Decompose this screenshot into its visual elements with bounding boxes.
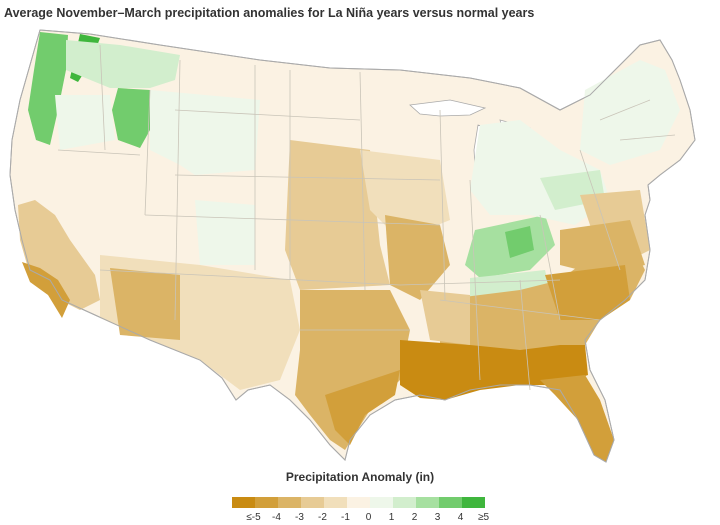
legend-label: -3 [295,512,304,523]
legend-label: 4 [457,512,464,523]
arizona-dry [110,268,180,340]
ozarks-dry [385,215,450,300]
ky-core-wet [505,226,534,258]
legend-label: 3 [434,512,441,523]
legend-swatch [439,497,462,508]
or-inland [55,95,115,150]
coastline [9,29,696,463]
midwest-mild-dry [360,150,450,240]
socal-very-dry [22,262,70,318]
legend-title: Precipitation Anomaly (in) [285,470,435,484]
n-rockies-light [150,90,260,175]
texas-coast-very-dry [325,370,400,445]
nw-coast-wet [28,32,68,145]
legend-swatch [255,497,278,508]
northeast-light [580,60,680,165]
idaho-wet [112,88,150,148]
legend-swatch [370,497,393,508]
legend-label: 2 [411,512,418,523]
legend-label: -4 [272,512,281,523]
legend-color-bar [232,497,485,508]
ms-valley-dry [420,290,470,345]
legend-label: -2 [318,512,327,523]
legend-swatch [232,497,255,508]
legend-swatch [324,497,347,508]
gulf-coast-very-dry [400,340,588,400]
legend-label: 1 [388,512,395,523]
california-dry [18,200,100,310]
state-borders [57,44,676,391]
legend-label: 0 [365,512,372,523]
legend-swatch [278,497,301,508]
co-light [195,200,255,265]
nw-light-wet [66,40,180,88]
legend-swatch [347,497,370,508]
nc-sc-dry [545,265,630,320]
va-dry [560,220,645,275]
legend-swatch [416,497,439,508]
legend-swatch [301,497,324,508]
legend-label: ≥5 [477,512,490,523]
legend-label: -1 [341,512,350,523]
legend-swatch [393,497,416,508]
legend-swatch [462,497,485,508]
lake-superior [409,99,487,117]
map-title: Average November–March precipitation ano… [4,6,535,20]
legend-label: ≤-5 [246,512,261,523]
